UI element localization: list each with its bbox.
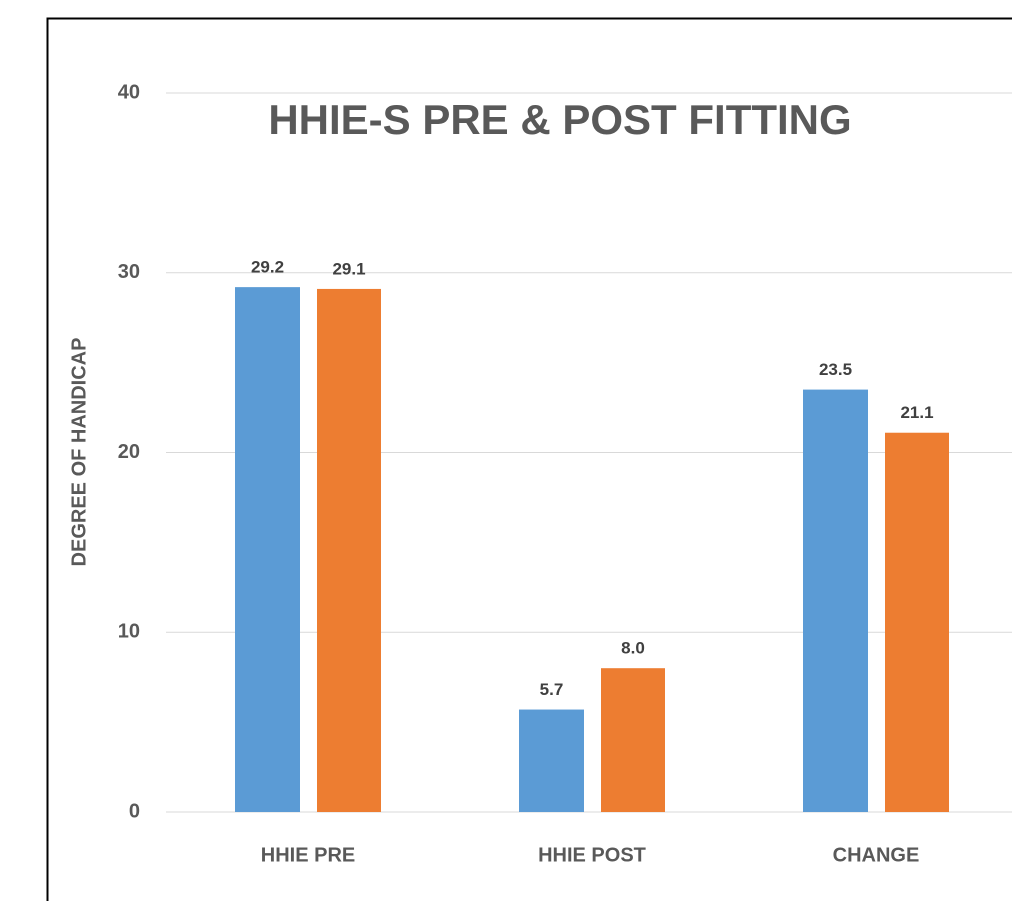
data-label: 5.7 bbox=[540, 680, 564, 699]
data-label: 21.1 bbox=[900, 403, 933, 422]
bar bbox=[235, 287, 300, 812]
data-label: 23.5 bbox=[819, 360, 852, 379]
data-label: 29.1 bbox=[332, 259, 365, 278]
y-tick-label: 30 bbox=[118, 261, 140, 283]
y-tick-label: 40 bbox=[118, 81, 140, 103]
grid bbox=[166, 92, 1012, 813]
chart-title: HHIE-S PRE & POST FITTING bbox=[268, 96, 851, 143]
bar bbox=[885, 432, 949, 812]
bar bbox=[317, 288, 381, 812]
bar bbox=[803, 389, 868, 812]
y-axis-label: DEGREE OF HANDICAP bbox=[68, 338, 90, 567]
x-tick-label: HHIE POST bbox=[538, 844, 646, 866]
bar bbox=[601, 668, 665, 812]
bar bbox=[519, 709, 584, 812]
y-tick-label: 0 bbox=[129, 800, 140, 822]
y-tick-label: 20 bbox=[118, 441, 140, 463]
data-label: 29.2 bbox=[251, 258, 284, 277]
title-background bbox=[218, 95, 902, 155]
x-tick-label: CHANGE bbox=[833, 844, 920, 866]
y-tick-label: 10 bbox=[118, 621, 140, 643]
x-tick-label: HHIE PRE bbox=[261, 844, 355, 866]
data-label: 8.0 bbox=[621, 639, 645, 658]
